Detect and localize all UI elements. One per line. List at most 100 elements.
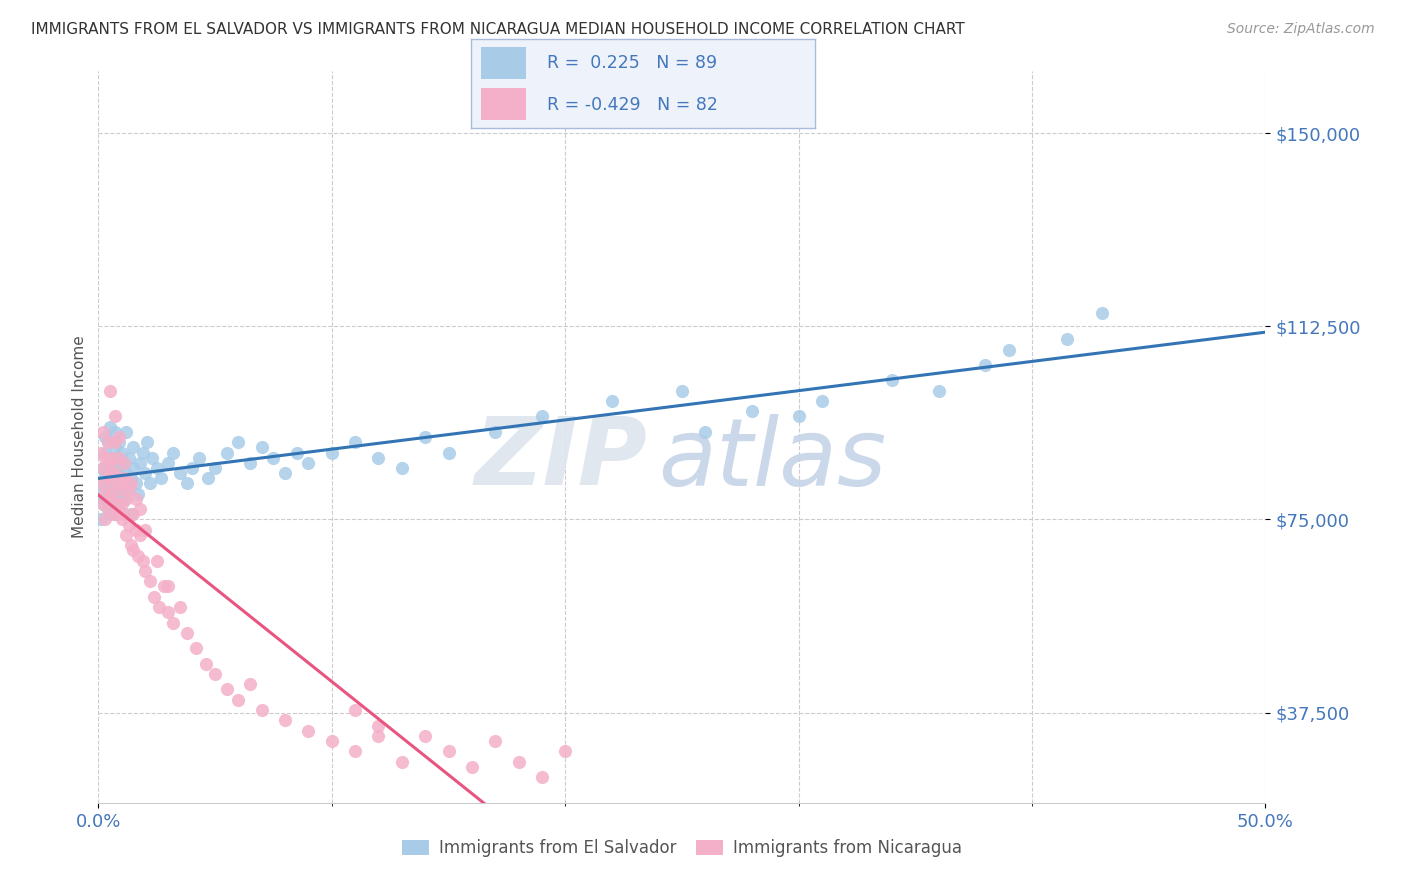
Point bbox=[1091, 306, 1114, 320]
Point bbox=[180, 461, 202, 475]
Point bbox=[530, 409, 553, 424]
Point bbox=[811, 394, 834, 409]
Point bbox=[132, 554, 155, 568]
Point bbox=[695, 425, 717, 439]
Point bbox=[127, 487, 149, 501]
Point bbox=[186, 641, 208, 656]
Point bbox=[98, 450, 121, 465]
Point bbox=[162, 445, 184, 459]
Point bbox=[105, 508, 128, 522]
Point bbox=[146, 554, 169, 568]
Point bbox=[880, 373, 903, 387]
Point bbox=[344, 703, 367, 717]
Point bbox=[150, 471, 173, 485]
Point bbox=[132, 445, 155, 459]
Point bbox=[120, 538, 142, 552]
Point bbox=[112, 491, 135, 506]
Point bbox=[101, 476, 124, 491]
Point bbox=[105, 491, 128, 506]
Point bbox=[554, 744, 576, 758]
Point bbox=[125, 491, 148, 506]
Point bbox=[228, 435, 250, 450]
Point bbox=[250, 441, 273, 455]
Point bbox=[94, 430, 117, 444]
Point bbox=[97, 471, 120, 485]
Point bbox=[122, 543, 145, 558]
Point bbox=[391, 461, 413, 475]
Point bbox=[146, 461, 169, 475]
Point bbox=[169, 600, 191, 615]
Point bbox=[98, 466, 121, 480]
Point bbox=[228, 693, 250, 707]
Point bbox=[974, 358, 997, 372]
Point bbox=[108, 482, 131, 496]
Point bbox=[129, 502, 152, 516]
Bar bbox=[481, 47, 526, 79]
Legend: Immigrants from El Salvador, Immigrants from Nicaragua: Immigrants from El Salvador, Immigrants … bbox=[395, 832, 969, 864]
Point bbox=[437, 445, 460, 459]
Point bbox=[162, 615, 184, 630]
Point bbox=[530, 770, 553, 784]
Point bbox=[136, 435, 159, 450]
Point bbox=[111, 487, 134, 501]
Point bbox=[391, 755, 413, 769]
Point bbox=[91, 497, 114, 511]
Point bbox=[139, 476, 162, 491]
Point bbox=[274, 714, 297, 728]
Point bbox=[115, 491, 138, 506]
Point bbox=[104, 441, 127, 455]
Point bbox=[787, 409, 810, 424]
Point bbox=[108, 502, 131, 516]
Point bbox=[125, 523, 148, 537]
Point bbox=[97, 435, 120, 450]
Point bbox=[94, 450, 117, 465]
Point bbox=[148, 600, 170, 615]
Point bbox=[204, 461, 226, 475]
Point bbox=[90, 487, 112, 501]
Point bbox=[115, 528, 138, 542]
Point bbox=[97, 502, 120, 516]
Point bbox=[94, 512, 117, 526]
Point bbox=[120, 476, 142, 491]
Point bbox=[134, 466, 156, 480]
Point bbox=[108, 430, 131, 444]
Point bbox=[127, 549, 149, 563]
Point bbox=[274, 466, 297, 480]
Point bbox=[125, 476, 148, 491]
Point bbox=[141, 450, 163, 465]
Point bbox=[98, 476, 121, 491]
Point bbox=[94, 491, 117, 506]
Point bbox=[94, 445, 117, 459]
Point bbox=[115, 425, 138, 439]
Point bbox=[120, 508, 142, 522]
Point bbox=[321, 734, 343, 748]
Point bbox=[98, 508, 121, 522]
Text: R =  0.225   N = 89: R = 0.225 N = 89 bbox=[547, 54, 717, 72]
Point bbox=[461, 760, 484, 774]
Point bbox=[120, 471, 142, 485]
Point bbox=[90, 512, 112, 526]
Point bbox=[122, 508, 145, 522]
Y-axis label: Median Household Income: Median Household Income bbox=[72, 335, 87, 539]
Point bbox=[344, 435, 367, 450]
Text: IMMIGRANTS FROM EL SALVADOR VS IMMIGRANTS FROM NICARAGUA MEDIAN HOUSEHOLD INCOME: IMMIGRANTS FROM EL SALVADOR VS IMMIGRANT… bbox=[31, 22, 965, 37]
Point bbox=[297, 456, 319, 470]
Point bbox=[204, 667, 226, 681]
Point bbox=[97, 502, 120, 516]
Point bbox=[94, 487, 117, 501]
Point bbox=[98, 384, 121, 398]
Point bbox=[197, 471, 219, 485]
Point bbox=[91, 425, 114, 439]
Point bbox=[1056, 332, 1078, 346]
Point bbox=[176, 625, 198, 640]
Point bbox=[413, 729, 436, 743]
Point bbox=[91, 476, 114, 491]
Point bbox=[285, 445, 308, 459]
Point bbox=[169, 466, 191, 480]
Point bbox=[437, 744, 460, 758]
Point bbox=[105, 482, 128, 496]
Point bbox=[484, 734, 506, 748]
Point bbox=[239, 456, 262, 470]
Point bbox=[111, 512, 134, 526]
Point bbox=[101, 461, 124, 475]
